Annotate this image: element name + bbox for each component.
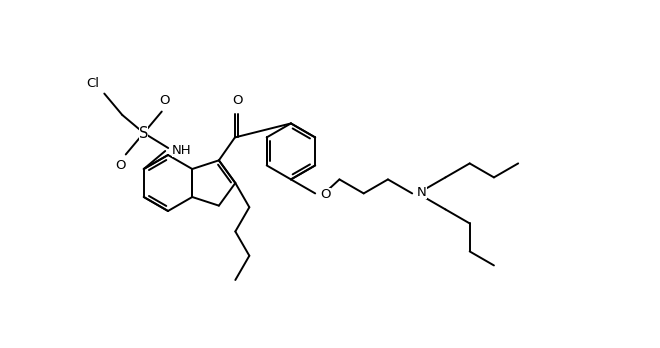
- Text: O: O: [160, 94, 170, 106]
- Text: O: O: [115, 159, 126, 173]
- Text: Cl: Cl: [86, 77, 99, 89]
- Text: N: N: [417, 186, 427, 199]
- Text: O: O: [320, 188, 331, 201]
- Text: O: O: [233, 94, 243, 106]
- Text: S: S: [139, 126, 148, 141]
- Text: NH: NH: [172, 143, 192, 157]
